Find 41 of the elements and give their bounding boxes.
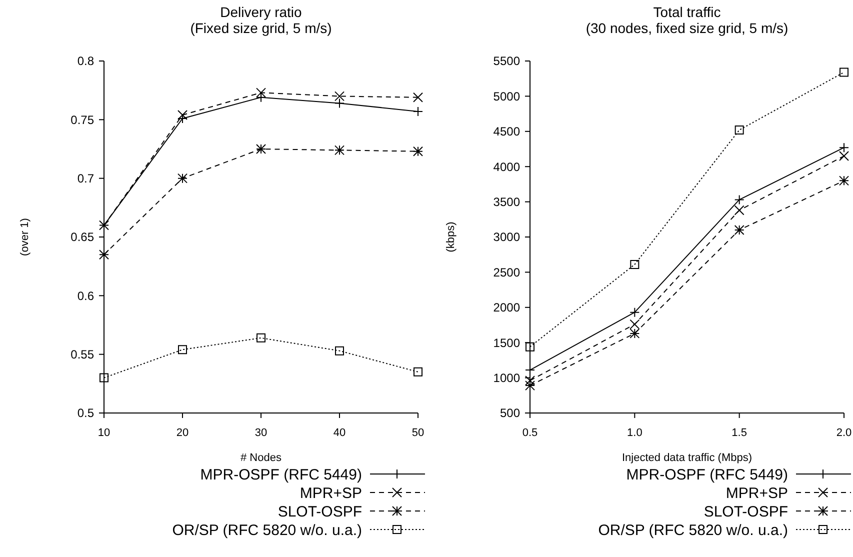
- y-tick-label: 1500: [493, 336, 520, 350]
- x-tick-label: 2.0: [836, 427, 852, 439]
- y-tick-label: 5000: [493, 89, 520, 104]
- y-tick-label: 3000: [493, 230, 520, 244]
- x-tick-label: 1.5: [732, 427, 747, 439]
- y-tick-label: 0.75: [70, 112, 94, 127]
- y-tick-label: 0.7: [77, 172, 94, 186]
- y-tick-label: 0.5: [77, 406, 94, 420]
- x-tick-label: 50: [412, 427, 424, 439]
- x-axis-title: Injected data traffic (Mbps): [622, 452, 752, 464]
- y-axis-title: (over 1): [19, 218, 31, 256]
- legend-label: MPR+SP: [726, 484, 788, 502]
- y-tick-label: 5500: [493, 54, 520, 68]
- y-tick-label: 0.6: [77, 288, 94, 303]
- legend-label: OR/SP (RFC 5820 w/o. u.a.): [172, 522, 362, 539]
- y-tick-label: 0.65: [70, 230, 94, 244]
- y-tick-label: 4000: [493, 160, 520, 174]
- y-tick-label: 2000: [493, 300, 520, 315]
- y-tick-label: 0.55: [70, 348, 94, 362]
- y-tick-label: 500: [500, 406, 520, 420]
- chart-title: Total traffic (30 nodes, fixed size grid, 5 m/s): [586, 4, 788, 36]
- x-tick-label: 40: [333, 427, 346, 439]
- y-tick-label: 2500: [493, 265, 520, 280]
- x-tick-label: 20: [176, 427, 189, 439]
- x-tick-label: 1.0: [627, 427, 642, 439]
- y-tick-label: 3500: [493, 195, 520, 209]
- chart-title: Delivery ratio (Fixed size grid, 5 m/s): [190, 4, 332, 36]
- y-tick-label: 4500: [493, 124, 520, 139]
- legend-label: MPR-OSPF (RFC 5449): [200, 466, 362, 484]
- x-tick-label: 30: [254, 427, 268, 439]
- legend-label: MPR+SP: [300, 484, 362, 502]
- legend-label: MPR-OSPF (RFC 5449): [626, 466, 788, 484]
- y-axis-title: (kbps): [445, 222, 457, 252]
- legend-label: SLOT-OSPF: [278, 503, 362, 520]
- x-tick-label: 0.5: [522, 427, 538, 439]
- x-tick-label: 10: [98, 427, 110, 439]
- y-tick-label: 1000: [493, 371, 520, 385]
- legend-label: SLOT-OSPF: [704, 503, 788, 520]
- x-axis-title: # Nodes: [240, 452, 282, 464]
- legend-label: OR/SP (RFC 5820 w/o. u.a.): [598, 522, 788, 539]
- y-tick-label: 0.8: [77, 54, 94, 68]
